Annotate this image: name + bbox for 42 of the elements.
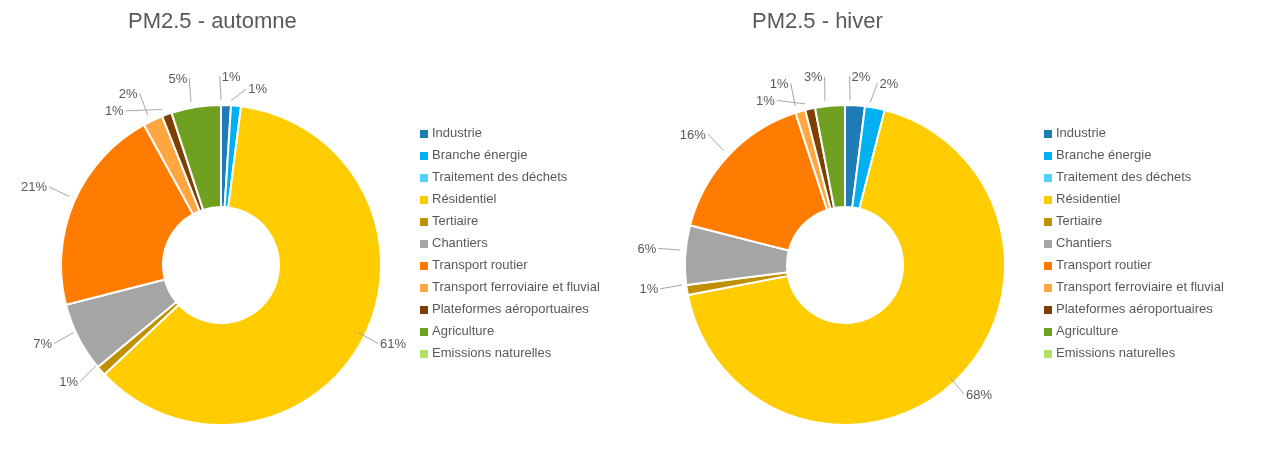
legend-label: Branche énergie bbox=[432, 147, 528, 162]
legend-label: Transport ferroviaire et fluvial bbox=[1056, 279, 1224, 294]
legend-label: Traitement des déchets bbox=[1056, 169, 1192, 184]
data-label: 1% bbox=[59, 374, 79, 390]
chart-title: PM2.5 - hiver bbox=[751, 8, 884, 35]
data-label: 16% bbox=[679, 126, 707, 142]
legend-label: Résidentiel bbox=[432, 191, 497, 206]
data-label: 1% bbox=[639, 281, 659, 297]
legend-label: Emissions naturelles bbox=[432, 345, 552, 360]
data-label: 1% bbox=[248, 81, 268, 97]
data-label: 3% bbox=[803, 69, 824, 85]
legend-label: Tertiaire bbox=[432, 213, 479, 228]
data-label: 1% bbox=[769, 75, 790, 91]
legend-label: Traitement des déchets bbox=[432, 169, 568, 184]
legend-label: Emissions naturelles bbox=[1056, 345, 1176, 360]
data-label: 6% bbox=[637, 240, 657, 256]
legend-label: Agriculture bbox=[1056, 323, 1119, 338]
data-label: 2% bbox=[879, 75, 899, 91]
legend-label: Tertiaire bbox=[1056, 213, 1103, 228]
data-label: 1% bbox=[221, 68, 242, 84]
legend-label: Industrie bbox=[1056, 125, 1106, 140]
data-label: 1% bbox=[756, 92, 776, 108]
legend-label: Chantiers bbox=[432, 235, 488, 250]
legend-label: Agriculture bbox=[432, 323, 495, 338]
legend-label: Transport routier bbox=[432, 257, 528, 272]
legend-label: Transport ferroviaire et fluvial bbox=[432, 279, 600, 294]
legend-label: Plateformes aéroportuaires bbox=[432, 301, 589, 316]
data-label: 5% bbox=[168, 70, 188, 86]
chart-title: PM2.5 - automne bbox=[127, 8, 298, 35]
legend-label: Transport routier bbox=[1056, 257, 1152, 272]
data-label: 2% bbox=[118, 86, 139, 102]
legend-label: Résidentiel bbox=[1056, 191, 1121, 206]
legend-label: Industrie bbox=[432, 125, 482, 140]
data-label: 2% bbox=[851, 68, 871, 84]
data-label: 68% bbox=[965, 386, 993, 402]
legend-label: Chantiers bbox=[1056, 235, 1112, 250]
legend-label: Branche énergie bbox=[1056, 147, 1152, 162]
legend-label: Plateformes aéroportuaires bbox=[1056, 301, 1213, 316]
data-label: 61% bbox=[379, 336, 407, 352]
data-label: 21% bbox=[21, 179, 48, 195]
data-label: 1% bbox=[104, 103, 125, 119]
data-label: 7% bbox=[33, 336, 53, 352]
